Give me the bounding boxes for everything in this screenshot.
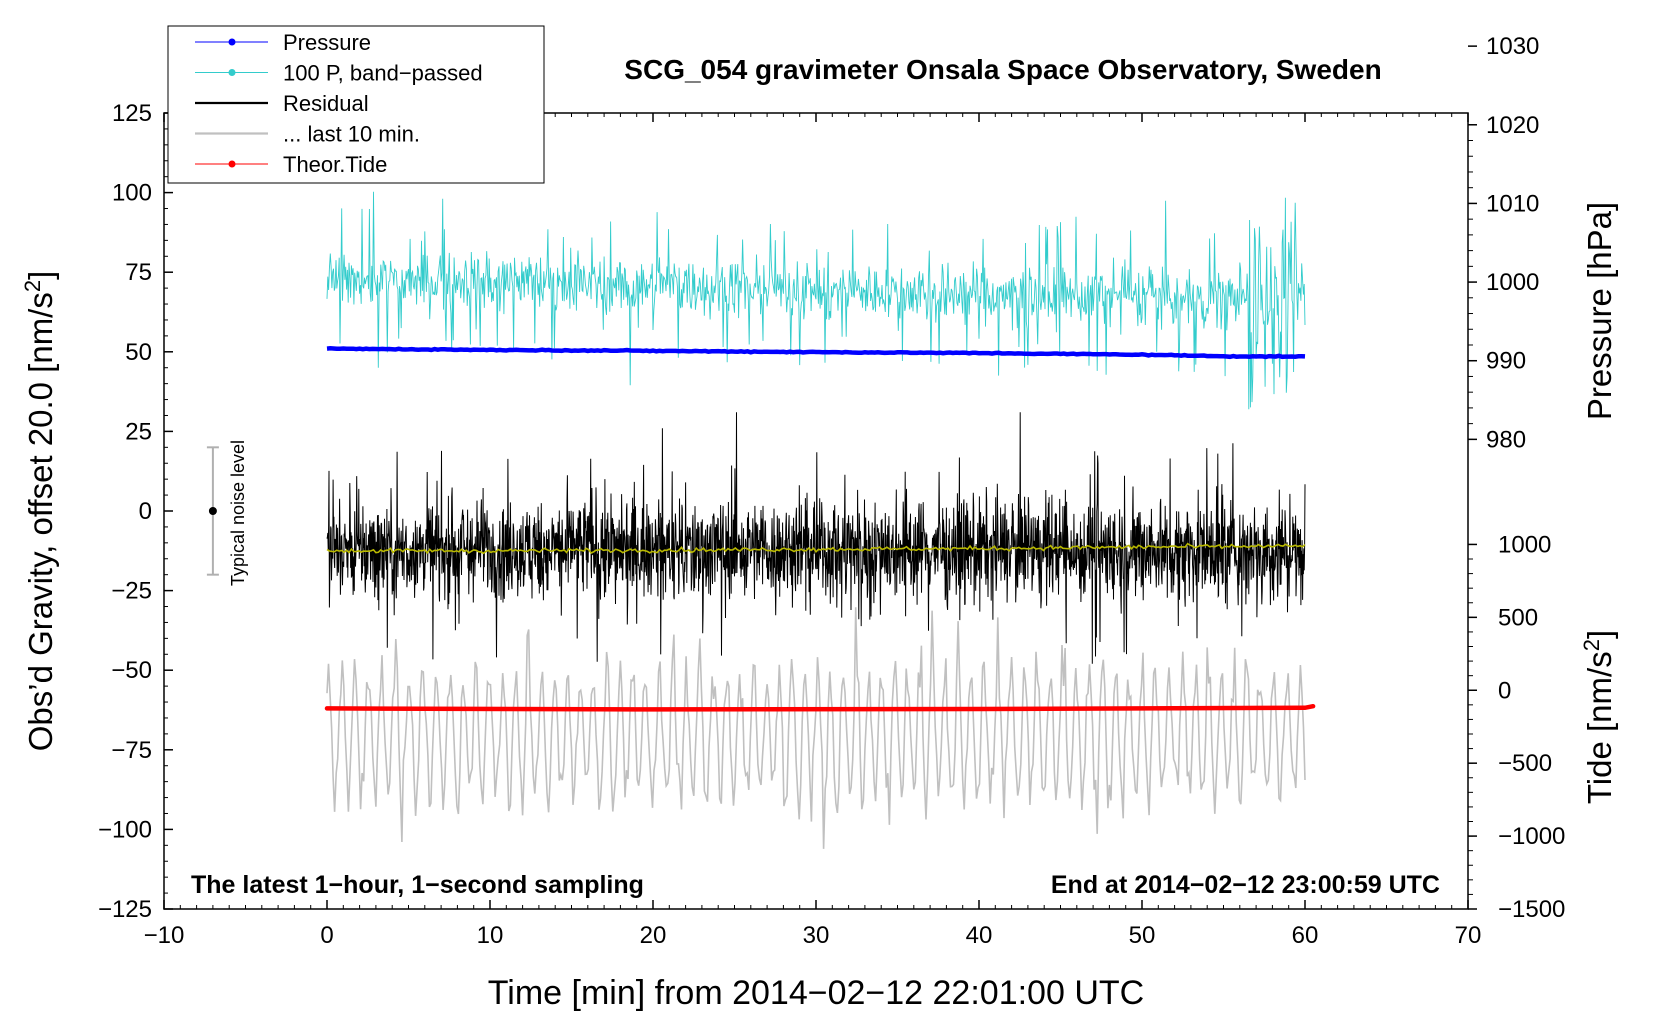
series-last-10-min-line xyxy=(326,607,1306,849)
y-axis-label-tide-sup: 2 xyxy=(1579,639,1604,651)
legend-marker xyxy=(228,69,236,76)
x-tick-label: −10 xyxy=(144,922,185,949)
y-axis-label-left: Obs’d Gravity, offset 20.0 [nm/s2] xyxy=(20,271,59,752)
y-tick-label: 75 xyxy=(125,259,152,286)
series-layer xyxy=(324,191,1316,849)
legend-label: 100 P, band−passed xyxy=(283,61,483,86)
legend-marker xyxy=(228,38,236,46)
y-tick-label: −25 xyxy=(111,578,152,605)
y-axis-label-left-sup: 2 xyxy=(20,280,45,292)
x-tick-label: 20 xyxy=(640,922,667,949)
series-residual-line xyxy=(326,412,1306,664)
noise-indicator xyxy=(206,446,219,576)
x-tick-label: 70 xyxy=(1455,922,1482,949)
legend-items: Pressure 100 P, band−passed Residual ... la… xyxy=(195,30,483,177)
y-tick-label: 25 xyxy=(125,418,152,445)
legend-label: ... last 10 min. xyxy=(283,122,420,147)
pressure-tick-label: 990 xyxy=(1486,348,1526,375)
tide-tick-label: −500 xyxy=(1498,750,1552,777)
y-tick-label: 50 xyxy=(125,339,152,366)
y-tick-label: −50 xyxy=(111,657,152,684)
y-tick-label: −75 xyxy=(111,737,152,764)
annotation-end-time: End at 2014−02−12 23:00:59 UTC xyxy=(1051,871,1440,899)
axis-layer: −10 0 10 20 30 40 50 60 70−125−100−75−50−2502550… xyxy=(98,33,1565,949)
y-tick-label: −125 xyxy=(98,896,152,923)
legend-box xyxy=(167,25,545,184)
noise-center-point xyxy=(208,507,217,515)
x-tick-label: 10 xyxy=(477,922,504,949)
legend: Pressure 100 P, band−passed Residual ... la… xyxy=(167,25,545,184)
y-axis-label-left-text: Obs’d Gravity, offset 20.0 [nm/s xyxy=(22,292,59,751)
tide-tick-label: 500 xyxy=(1498,604,1538,631)
pressure-tick-label: 1030 xyxy=(1486,33,1539,60)
pressure-tick-label: 980 xyxy=(1486,426,1526,453)
legend-label: Pressure xyxy=(283,30,371,55)
legend-marker xyxy=(228,160,236,168)
pressure-tick-label: 1000 xyxy=(1486,269,1539,296)
series-residual-smoothed-line xyxy=(326,542,1306,555)
x-tick-label: 60 xyxy=(1292,922,1319,949)
y-axis-label-tide-text: Tide [nm/s xyxy=(1581,651,1618,804)
series-pressure-line xyxy=(326,346,1306,360)
y-axis-label-tide-end: ] xyxy=(1581,630,1618,639)
tide-tick-label: 1000 xyxy=(1498,531,1551,558)
chart-title: SCG_054 gravimeter Onsala Space Observat… xyxy=(624,54,1381,85)
y-axis-label-pressure: Pressure [hPa] xyxy=(1581,202,1618,420)
tide-tick-label: 0 xyxy=(1498,677,1511,704)
series-theor-tide-line xyxy=(324,703,1316,712)
y-axis-label-tide: Tide [nm/s2] xyxy=(1579,630,1618,804)
y-tick-label: 100 xyxy=(112,180,152,207)
legend-label: Theor.Tide xyxy=(283,152,387,177)
legend-label: Residual xyxy=(283,91,369,116)
series-band-passed-line xyxy=(326,191,1306,410)
tide-tick-label: −1000 xyxy=(1498,823,1565,850)
tide-tick-label: −1500 xyxy=(1498,896,1565,923)
annotation-sampling: The latest 1−hour, 1−second sampling xyxy=(191,871,644,899)
x-tick-label: 40 xyxy=(966,922,993,949)
x-axis-label: Time [min] from 2014−02−12 22:01:00 UTC xyxy=(488,974,1144,1012)
x-tick-label: 30 xyxy=(803,922,830,949)
x-tick-label: 0 xyxy=(320,922,333,949)
y-tick-label: 0 xyxy=(139,498,152,525)
noise-indicator-label: Typical noise level xyxy=(228,440,248,586)
y-tick-label: 125 xyxy=(112,100,152,127)
pressure-tick-label: 1020 xyxy=(1486,112,1539,139)
x-tick-label: 50 xyxy=(1129,922,1156,949)
y-axis-label-left-end: ] xyxy=(22,271,59,280)
y-tick-label: −100 xyxy=(98,816,152,843)
pressure-tick-label: 1010 xyxy=(1486,190,1539,217)
